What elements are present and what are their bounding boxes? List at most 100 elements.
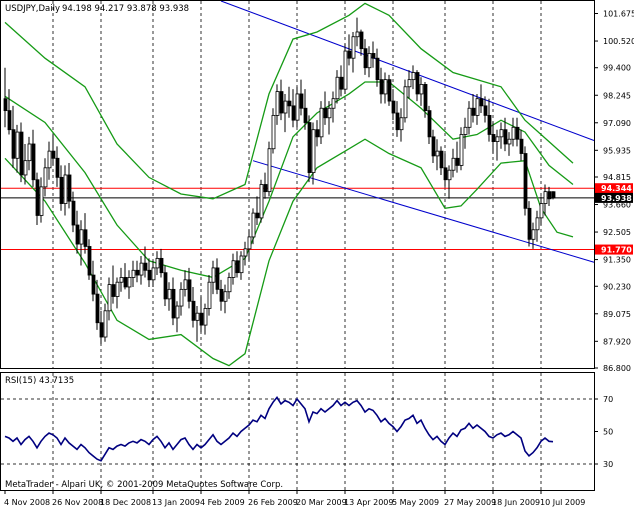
candle-bear (315, 129, 320, 138)
rsi-header-label: RSI(15) 43.7135 (5, 376, 74, 386)
candle-bear (391, 100, 396, 114)
candle-bull (179, 288, 184, 307)
chart-header-symbol: USDJPY,Daily (5, 4, 60, 14)
price-label-text: 93.938 (601, 194, 632, 203)
candle-bull (231, 260, 236, 278)
candle-bull (227, 277, 232, 293)
candle-bear (95, 293, 100, 324)
candle-bear (35, 179, 40, 216)
candle-bull (311, 129, 316, 173)
candle-bear (471, 107, 476, 116)
candle-bear (487, 114, 492, 135)
main-panel-border (0, 0, 595, 369)
candle-bull (435, 150, 440, 157)
candle-bear (347, 50, 352, 59)
bollinger-upper-line (4, 2, 574, 200)
candle-bull (15, 131, 20, 159)
candle-bull (39, 186, 44, 216)
candle-bear (359, 31, 364, 50)
candle-bull (475, 98, 480, 116)
x-tick-label: 5 May 2009 (392, 498, 439, 507)
candle-bull (351, 36, 356, 59)
candle-bear (87, 246, 92, 276)
candle-bull (175, 305, 180, 319)
candle-bear (19, 131, 24, 176)
candle-bear (51, 150, 56, 159)
candle-bull (259, 184, 264, 219)
candle-bull (195, 312, 200, 321)
candle-bull (539, 203, 544, 219)
candle-bear (439, 150, 444, 169)
candle-bear (395, 112, 400, 131)
rsi-panel (4, 396, 554, 462)
candle-bear (303, 107, 308, 123)
price-label-text: 94.344 (601, 184, 632, 193)
chart-header-ohlc: 94.198 94.217 93.878 93.938 (62, 4, 189, 14)
y-tick-label: 93.660 (603, 201, 631, 210)
candle-bear (527, 207, 532, 240)
candle-bear (387, 79, 392, 102)
candle-bear (427, 110, 432, 138)
candle-bull (47, 150, 52, 169)
candle-bear (91, 274, 96, 295)
candle-bear (159, 257, 164, 274)
candle-bull (79, 229, 84, 245)
y-tick-label: 90.230 (603, 282, 631, 291)
candle-bull (103, 310, 108, 338)
candle-bull (267, 148, 272, 193)
candle-bear (263, 184, 268, 193)
candle-bull (43, 167, 48, 188)
y-tick-label: 92.505 (603, 228, 631, 237)
candle-bull (367, 53, 372, 69)
x-tick-label: 20 Mar 2009 (296, 498, 347, 507)
candle-bear (455, 157, 460, 166)
y-tick-label: 86.800 (603, 364, 631, 373)
x-tick-label: 18 Jun 2009 (492, 498, 540, 507)
copyright-text: MetaTrader - Alpari UK, © 2001-2009 Meta… (5, 480, 283, 490)
candle-bear (547, 191, 552, 200)
candle-bull (459, 134, 464, 166)
candle-bull (495, 136, 500, 143)
rsi-grid (1, 373, 594, 490)
candle-bull (535, 217, 540, 231)
y-tick-label: 89.075 (603, 310, 631, 319)
price-axis: 101.675 100.520 99.400 98.245 97.090 95.935 94… (594, 10, 634, 469)
x-tick-label: 4 Feb 2009 (200, 498, 245, 507)
candle-bull (167, 288, 172, 300)
candle-bear (503, 129, 508, 145)
candle-bear (255, 212, 260, 219)
candle-bull (27, 143, 32, 162)
candle-bear (279, 91, 284, 114)
candle-bear (519, 138, 524, 154)
candle-bear (3, 98, 8, 112)
candle-bull (447, 169, 452, 181)
y-tick-label: 100.520 (603, 37, 634, 46)
candle-bear (423, 84, 428, 112)
x-tick-label: 26 Nov 2008 (52, 498, 103, 507)
y-tick-label: 99.400 (603, 64, 631, 73)
candle-bear (187, 279, 192, 302)
candle-bull (107, 284, 112, 312)
candle-bull (115, 281, 120, 297)
candle-bull (251, 212, 256, 238)
candle-bear (515, 126, 520, 140)
candle-bull (331, 98, 336, 109)
candle-bear (479, 98, 484, 107)
candle-bear (551, 191, 556, 199)
candle-bull (407, 79, 412, 88)
candle-bull (139, 262, 144, 276)
candle-bear (363, 48, 368, 69)
candle-bear (191, 300, 196, 321)
candle-bear (111, 284, 116, 297)
candle-bull (463, 126, 468, 135)
candle-bear (143, 262, 148, 271)
candle-bear (523, 153, 528, 209)
candle-bear (339, 76, 344, 90)
rsi-tick-label: 30 (603, 460, 613, 469)
candle-bull (119, 277, 124, 283)
candle-bear (323, 107, 328, 119)
candle-bear (371, 53, 376, 59)
y-tick-label: 87.920 (603, 337, 631, 346)
candle-bull (511, 126, 516, 140)
candle-bear (287, 100, 292, 107)
